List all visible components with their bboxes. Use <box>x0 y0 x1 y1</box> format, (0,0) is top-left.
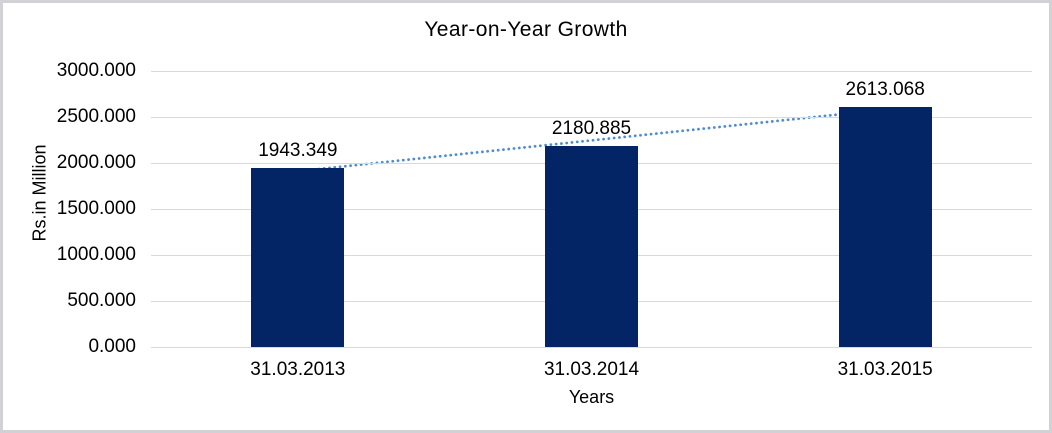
y-axis-tick-label: 3000.000 <box>56 60 136 81</box>
x-axis-tick-label: 31.03.2014 <box>543 359 640 380</box>
x-axis-title: Years <box>568 387 615 407</box>
y-axis-tick-label: 1500.000 <box>56 198 136 219</box>
bar-data-label: 1943.349 <box>258 140 338 162</box>
y-axis-tick-label: 2000.000 <box>56 152 136 173</box>
x-axis-tick-label: 31.03.2013 <box>250 359 346 380</box>
bar <box>545 146 638 347</box>
y-axis-tick-label: 0.000 <box>88 336 136 357</box>
bar <box>251 168 345 347</box>
gridline <box>151 117 1032 118</box>
chart-title: Year-on-Year Growth <box>424 18 628 41</box>
y-axis-tick-label: 2500.000 <box>56 106 136 127</box>
gridline <box>151 71 1032 72</box>
bar-data-label: 2613.068 <box>845 78 925 100</box>
gridline <box>151 347 1032 348</box>
y-axis-tick-label: 500.000 <box>67 290 136 311</box>
y-axis-tick-label: 1000.000 <box>56 244 136 265</box>
bar-data-label: 2180.885 <box>551 118 632 140</box>
bar <box>838 106 932 347</box>
x-axis-tick-label: 31.03.2015 <box>837 359 933 380</box>
